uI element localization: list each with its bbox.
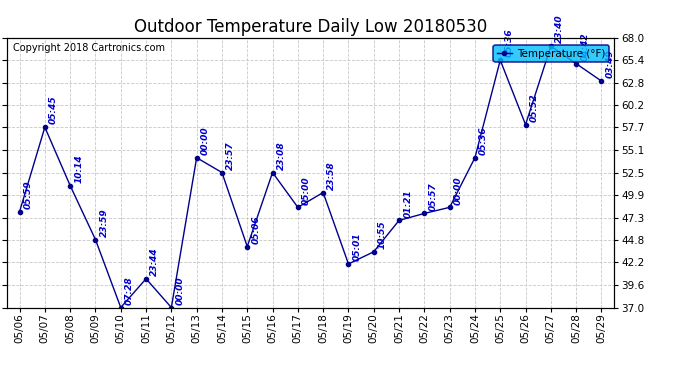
Text: 03:49: 03:49 xyxy=(606,50,615,78)
Text: 10:14: 10:14 xyxy=(75,154,83,183)
Text: 05:01: 05:01 xyxy=(353,232,362,261)
Text: 05:57: 05:57 xyxy=(428,182,437,211)
Text: 05:36: 05:36 xyxy=(504,29,513,57)
Text: 23:59: 23:59 xyxy=(99,208,108,237)
Text: 05:00: 05:00 xyxy=(302,176,311,204)
Legend: Temperature (°F): Temperature (°F) xyxy=(493,45,609,62)
Title: Outdoor Temperature Daily Low 20180530: Outdoor Temperature Daily Low 20180530 xyxy=(134,18,487,36)
Text: 05:36: 05:36 xyxy=(479,126,488,155)
Text: 23:08: 23:08 xyxy=(277,141,286,170)
Text: 00:00: 00:00 xyxy=(175,276,184,305)
Text: 23:58: 23:58 xyxy=(327,161,336,190)
Text: 04:42: 04:42 xyxy=(580,32,589,61)
Text: 00:00: 00:00 xyxy=(201,126,210,155)
Text: 23:40: 23:40 xyxy=(555,15,564,44)
Text: 05:59: 05:59 xyxy=(23,180,32,209)
Text: 10:55: 10:55 xyxy=(378,220,387,249)
Text: 23:44: 23:44 xyxy=(150,248,159,276)
Text: 05:06: 05:06 xyxy=(251,215,260,244)
Text: 05:52: 05:52 xyxy=(530,93,539,122)
Text: 05:45: 05:45 xyxy=(49,96,58,124)
Text: 23:57: 23:57 xyxy=(226,141,235,170)
Text: 01:21: 01:21 xyxy=(403,189,412,217)
Text: 07:28: 07:28 xyxy=(125,276,134,305)
Text: 00:00: 00:00 xyxy=(454,176,463,204)
Text: Copyright 2018 Cartronics.com: Copyright 2018 Cartronics.com xyxy=(13,43,165,53)
